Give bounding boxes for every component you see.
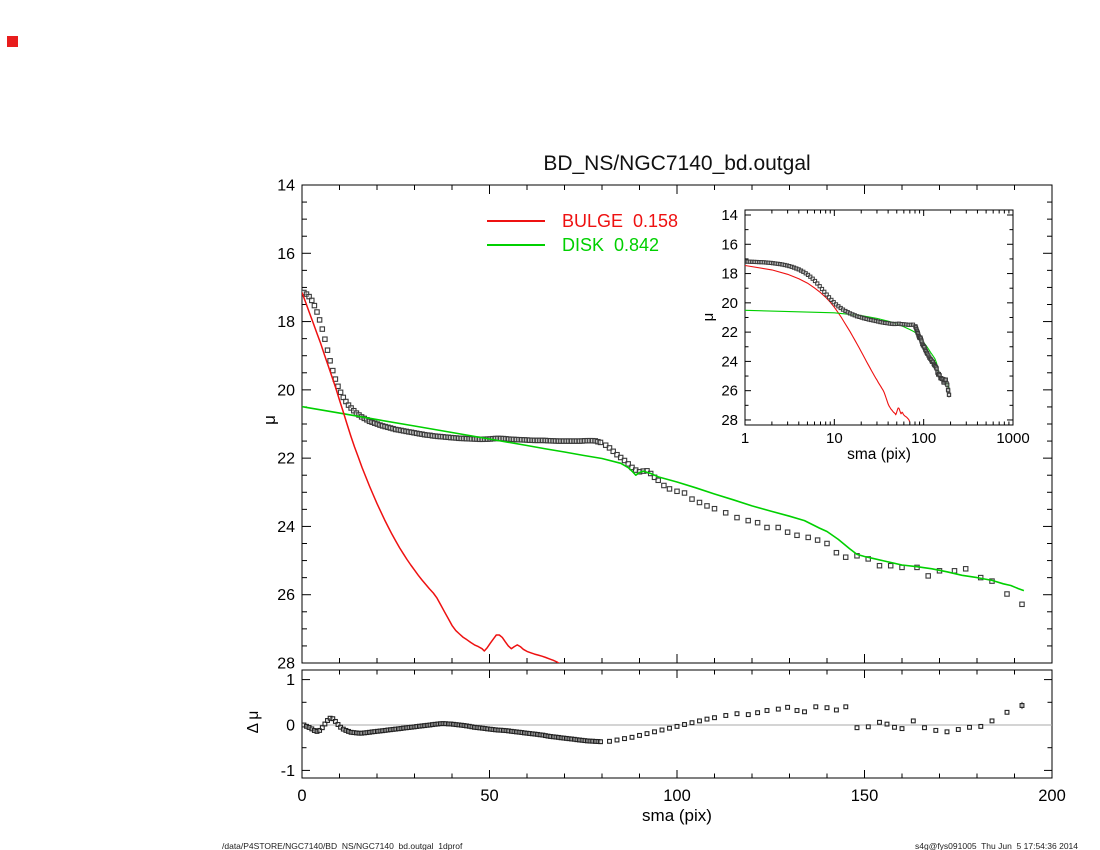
bulge-line-swatch	[487, 220, 545, 222]
tick-label: 14	[277, 178, 295, 195]
tick-label: 20	[277, 382, 295, 399]
tick-label: 28	[277, 656, 295, 673]
main-x-axis-label: sma (pix)	[642, 806, 712, 825]
tick-label: -1	[281, 763, 295, 780]
plot-title: BD_NS/NGC7140_bd.outgal	[543, 152, 811, 175]
tick-label: 200	[1038, 787, 1066, 805]
tick-label: 1000	[996, 430, 1029, 447]
tick-label: 0	[286, 718, 295, 735]
disk-model-line	[302, 405, 1025, 592]
tick-label: 16	[277, 246, 295, 263]
residual-data-points	[302, 703, 1025, 745]
tick-label: 18	[277, 314, 295, 331]
disk-line-swatch	[487, 244, 545, 246]
tick-label: 28	[721, 412, 738, 429]
legend-label-disk: DISK 0.842	[562, 234, 660, 255]
tick-label: 10	[826, 430, 843, 447]
main-plot-axes: 14 16 18 20 22 24 26 28	[277, 178, 1053, 673]
main-plot-series	[302, 289, 1025, 663]
tick-label: 18	[721, 266, 738, 283]
tick-label: 16	[721, 236, 738, 253]
tick-label: 100	[911, 430, 936, 447]
tick-label: 24	[721, 353, 738, 370]
tick-label: 1	[286, 672, 295, 689]
legend-item-bulge: BULGE 0.158	[487, 209, 678, 233]
inset-plot-series	[745, 259, 952, 422]
main-y-axis-label: μ	[260, 415, 279, 425]
residual-series	[302, 701, 1025, 745]
inset-profile-points	[745, 259, 952, 397]
tick-label: 14	[721, 207, 738, 224]
tick-label: 50	[480, 787, 498, 805]
footer-file-path: /data/P4STORE/NGC7140/BD_NS/NGC7140_bd.o…	[222, 841, 463, 850]
tick-label: 150	[851, 787, 879, 805]
tick-label: 26	[721, 383, 738, 400]
tick-label: 24	[277, 519, 295, 536]
tick-label: 26	[277, 587, 295, 604]
residual-y-axis-label: Δ μ	[245, 710, 262, 734]
tick-label: 22	[277, 451, 295, 468]
inset-x-axis-label: sma (pix)	[847, 446, 911, 463]
tick-label: 1	[741, 430, 749, 447]
corner-marker	[7, 36, 18, 47]
tick-label: 100	[663, 787, 691, 805]
legend-item-disk: DISK 0.842	[487, 233, 678, 257]
inset-bulge-line	[745, 264, 911, 422]
inset-y-axis-label: μ	[699, 312, 717, 322]
profile-data-points	[302, 289, 1025, 608]
tick-label: 22	[721, 324, 738, 341]
bulge-model-line	[302, 292, 560, 663]
legend-label-bulge: BULGE 0.158	[562, 210, 679, 231]
inset-disk-line	[745, 309, 950, 390]
tick-label: 20	[721, 295, 738, 312]
legend: BULGE 0.158 DISK 0.842	[487, 209, 678, 257]
inset-plot-axes: 14 16 18 20 22 24 26 281 10 100 1000	[721, 207, 1029, 447]
tick-label: 0	[297, 787, 306, 805]
footer-user-timestamp: s4g@fys091005 Thu Jun 5 17:54:36 2014	[914, 841, 1078, 850]
